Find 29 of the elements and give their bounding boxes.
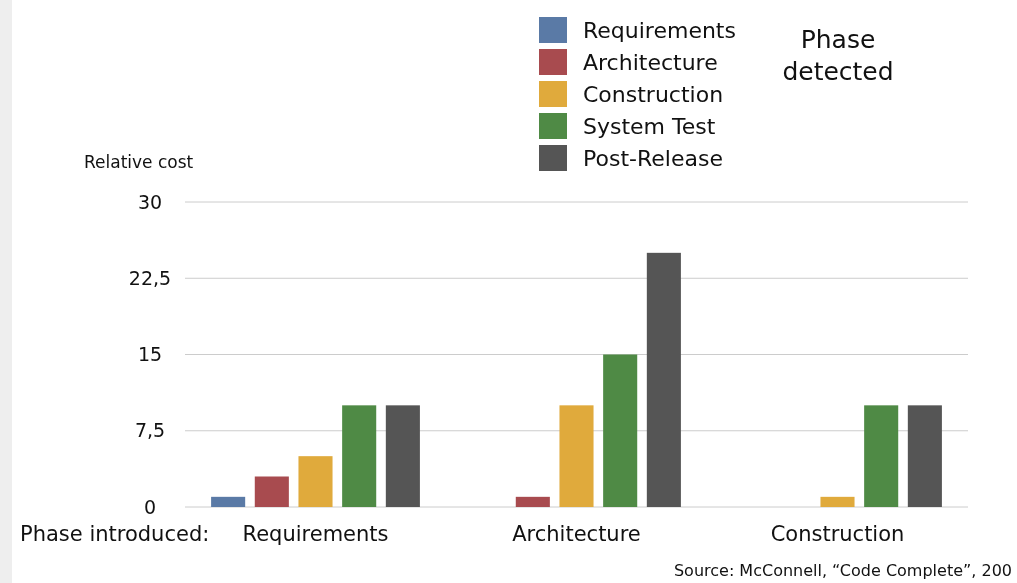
legend-label: Post-Release: [583, 145, 723, 171]
bar: [254, 476, 289, 507]
bar: [864, 405, 899, 507]
bar: [646, 252, 681, 507]
x-tick-label: Requirements: [242, 522, 389, 546]
legend-title: Phase detected: [782, 25, 894, 86]
legend-label: Construction: [583, 81, 724, 107]
bar: [820, 496, 855, 507]
y-tick-label: 7,5: [134, 419, 166, 442]
bar: [603, 354, 638, 507]
bar: [211, 496, 246, 507]
x-tick-label: Construction: [770, 522, 905, 546]
legend-label: System Test: [583, 113, 716, 139]
legend-label: Architecture: [583, 49, 718, 75]
bar: [342, 405, 377, 507]
x-tick-label: Architecture: [512, 522, 641, 546]
y-axis-title: Relative cost: [84, 152, 194, 172]
y-tick-label: 30: [137, 190, 163, 213]
y-tick-label: 15: [137, 343, 163, 366]
bar: [559, 405, 594, 507]
bar: [298, 456, 333, 507]
y-tick-label: 22,5: [128, 266, 172, 289]
y-tick-label: 0: [143, 495, 157, 518]
bar: [385, 405, 420, 507]
bar: [515, 496, 550, 507]
bar: [907, 405, 942, 507]
source-note: Source: McConnell, “Code Complete”, 200: [673, 561, 1012, 580]
x-axis-title: Phase introduced:: [20, 522, 210, 546]
legend-label: Requirements: [583, 17, 736, 43]
